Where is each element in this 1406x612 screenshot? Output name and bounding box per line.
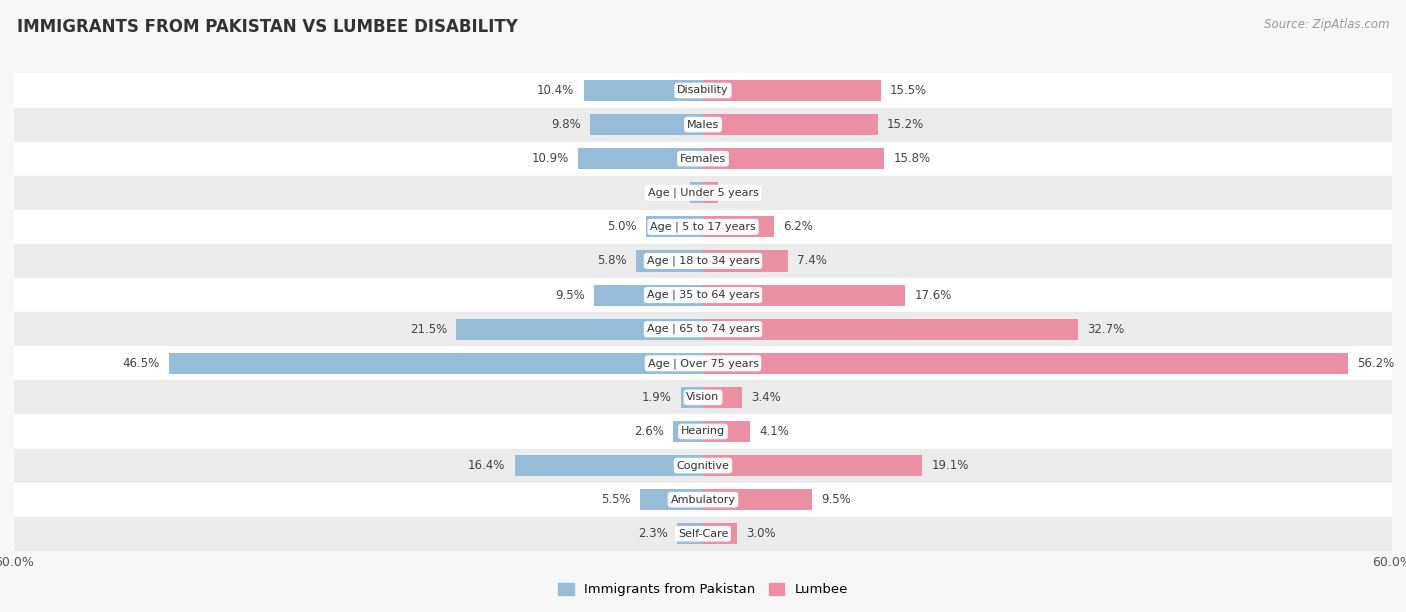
Text: 1.9%: 1.9% [643,391,672,404]
Bar [578,148,703,170]
Bar [14,483,1392,517]
Text: 15.5%: 15.5% [890,84,928,97]
Bar [703,250,787,272]
Text: 15.8%: 15.8% [894,152,931,165]
Text: 32.7%: 32.7% [1088,323,1125,335]
Text: Age | 5 to 17 years: Age | 5 to 17 years [650,222,756,232]
Text: 9.8%: 9.8% [551,118,581,131]
Text: 4.1%: 4.1% [759,425,789,438]
Text: 3.0%: 3.0% [747,528,776,540]
Text: 19.1%: 19.1% [932,459,969,472]
Bar [456,319,703,340]
Bar [703,285,905,305]
Bar [681,387,703,408]
Bar [14,210,1392,244]
Text: IMMIGRANTS FROM PAKISTAN VS LUMBEE DISABILITY: IMMIGRANTS FROM PAKISTAN VS LUMBEE DISAB… [17,18,517,36]
Bar [703,319,1078,340]
Text: 5.0%: 5.0% [607,220,637,233]
Text: Cognitive: Cognitive [676,461,730,471]
Text: 46.5%: 46.5% [122,357,160,370]
Text: Age | Over 75 years: Age | Over 75 years [648,358,758,368]
Bar [169,353,703,374]
Text: Hearing: Hearing [681,427,725,436]
Bar [703,489,813,510]
Bar [14,108,1392,141]
Bar [583,80,703,101]
Bar [676,523,703,544]
Bar [637,250,703,272]
Bar [14,176,1392,210]
Text: 17.6%: 17.6% [914,289,952,302]
Text: 7.4%: 7.4% [797,255,827,267]
Bar [703,387,742,408]
Text: Females: Females [681,154,725,163]
Text: Males: Males [688,119,718,130]
Bar [14,414,1392,449]
Text: 9.5%: 9.5% [821,493,851,506]
Text: Age | Under 5 years: Age | Under 5 years [648,187,758,198]
Text: 5.8%: 5.8% [598,255,627,267]
Bar [14,517,1392,551]
Bar [703,523,738,544]
Bar [14,141,1392,176]
Text: 1.1%: 1.1% [651,186,681,200]
Text: 6.2%: 6.2% [783,220,813,233]
Bar [703,421,749,442]
Bar [14,244,1392,278]
Text: 21.5%: 21.5% [409,323,447,335]
Bar [14,449,1392,483]
Bar [593,285,703,305]
Bar [515,455,703,476]
Text: 3.4%: 3.4% [751,391,780,404]
Bar [690,182,703,203]
Text: 9.5%: 9.5% [555,289,585,302]
Text: 10.4%: 10.4% [537,84,575,97]
Bar [14,312,1392,346]
Bar [14,380,1392,414]
Text: 16.4%: 16.4% [468,459,506,472]
Text: Source: ZipAtlas.com: Source: ZipAtlas.com [1264,18,1389,31]
Bar [645,216,703,237]
Bar [703,148,884,170]
Text: Ambulatory: Ambulatory [671,494,735,505]
Bar [591,114,703,135]
Text: Vision: Vision [686,392,720,402]
Bar [703,114,877,135]
Text: 1.3%: 1.3% [727,186,756,200]
Bar [673,421,703,442]
Bar [14,346,1392,380]
Text: 5.5%: 5.5% [600,493,631,506]
Bar [703,216,775,237]
Bar [640,489,703,510]
Bar [703,353,1348,374]
Text: Age | 65 to 74 years: Age | 65 to 74 years [647,324,759,334]
Text: 2.6%: 2.6% [634,425,664,438]
Text: Age | 18 to 34 years: Age | 18 to 34 years [647,256,759,266]
Text: Age | 35 to 64 years: Age | 35 to 64 years [647,290,759,300]
Text: Disability: Disability [678,86,728,95]
Text: 56.2%: 56.2% [1358,357,1395,370]
Text: 10.9%: 10.9% [531,152,568,165]
Text: 15.2%: 15.2% [887,118,924,131]
Text: 2.3%: 2.3% [638,528,668,540]
Legend: Immigrants from Pakistan, Lumbee: Immigrants from Pakistan, Lumbee [553,578,853,602]
Bar [703,182,718,203]
Bar [14,73,1392,108]
Bar [703,455,922,476]
Bar [14,278,1392,312]
Bar [703,80,882,101]
Text: Self-Care: Self-Care [678,529,728,539]
